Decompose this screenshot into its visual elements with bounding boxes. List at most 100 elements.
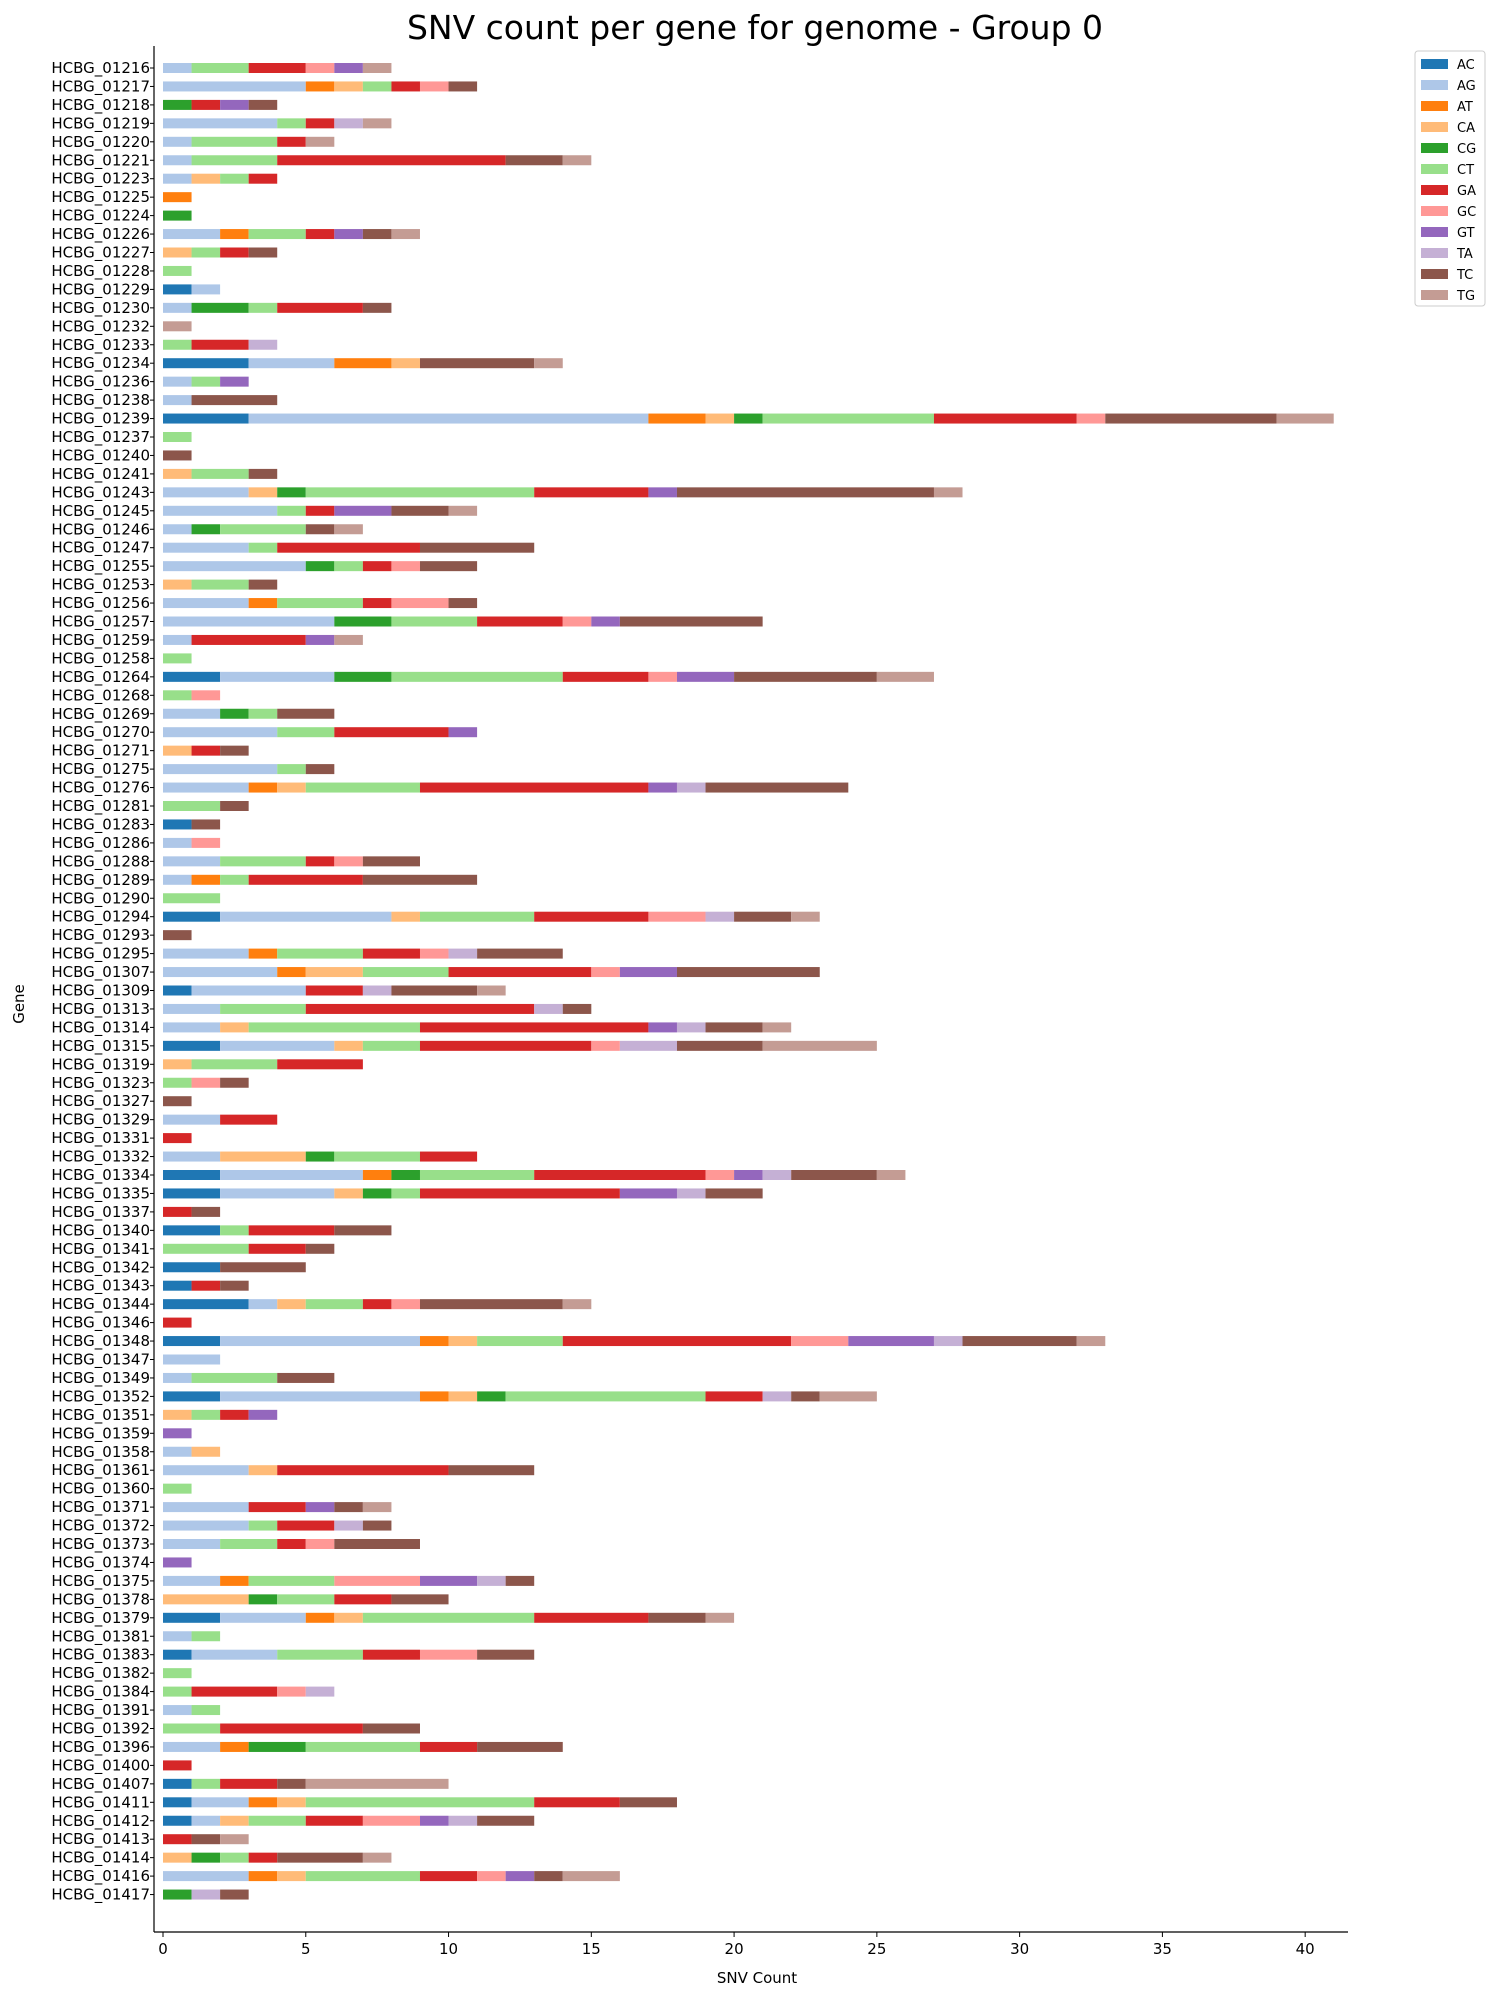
legend-swatch-tg — [1421, 290, 1448, 300]
y-tick-label: HCBG_01220 — [51, 133, 150, 152]
bar-segment-ag — [163, 302, 192, 313]
legend-label-ca: CA — [1457, 121, 1475, 136]
y-tick-label: HCBG_01361 — [51, 1461, 150, 1480]
bar-segment-tc — [391, 1594, 449, 1605]
bar-segment-ac — [163, 1336, 221, 1347]
legend-swatch-ta — [1421, 248, 1448, 258]
bar-segment-cg — [248, 1594, 278, 1605]
bar-segment-ct — [391, 616, 478, 627]
bar-segment-gc — [705, 1170, 735, 1180]
bar-segment-cg — [305, 561, 335, 572]
bar-segment-ga — [277, 1465, 449, 1476]
bar-segment-cg — [362, 1188, 392, 1199]
bar-segment-cg — [163, 1889, 192, 1900]
bar-segment-tc — [163, 1096, 192, 1107]
bar-segment-ga — [163, 1834, 192, 1845]
bar-segment-tc — [648, 1612, 706, 1623]
y-tick-label: HCBG_01309 — [51, 982, 150, 1001]
bar-segment-ac — [163, 1225, 221, 1236]
x-tick-label: 10 — [439, 1940, 458, 1958]
bar-segment-ag — [163, 948, 249, 959]
y-tick-label: HCBG_01335 — [51, 1184, 150, 1203]
bar-segment-gc — [391, 598, 449, 609]
bar-segment-tc — [505, 1575, 535, 1586]
bar-segment-ta — [676, 1188, 706, 1199]
bar-segment-tc — [362, 229, 392, 240]
bar-segment-at — [648, 413, 706, 424]
bar-segment-ct — [191, 1059, 278, 1070]
bar-segment-ag — [163, 1372, 192, 1383]
bar-segment-ga — [191, 745, 221, 756]
bar-segment-ca — [334, 81, 363, 92]
y-tick-label: HCBG_01359 — [51, 1424, 150, 1443]
bar-segment-tc — [277, 1852, 363, 1863]
bar-segment-gc — [334, 1575, 420, 1586]
y-tick-label: HCBG_01414 — [51, 1849, 150, 1868]
y-tick-label: HCBG_01233 — [51, 336, 150, 355]
bar-segment-ag — [191, 985, 306, 996]
bar-segment-ct — [305, 1871, 420, 1882]
y-tick-label: HCBG_01349 — [51, 1369, 150, 1388]
bar-segment-ag — [163, 1705, 192, 1716]
bar-segment-ag — [163, 118, 278, 129]
bar-segment-ct — [163, 265, 192, 276]
bar-segment-ct — [191, 1631, 221, 1642]
bar-segment-ga — [277, 1059, 363, 1070]
bar-segment-ac — [163, 671, 221, 682]
bar-segment-tc — [362, 1520, 392, 1531]
legend-swatch-ag — [1421, 80, 1448, 90]
bar-segment-ac — [163, 1280, 192, 1291]
bar-segment-tc — [334, 1502, 363, 1513]
bar-segment-at — [419, 1336, 449, 1347]
y-tick-label: HCBG_01234 — [51, 354, 150, 373]
x-tick-label: 15 — [582, 1940, 601, 1958]
bar-segment-tc — [220, 1077, 249, 1088]
legend-swatch-tc — [1421, 269, 1448, 279]
bar-segment-ca — [191, 1446, 221, 1457]
bar-segment-ag — [163, 1520, 249, 1531]
bar-segment-ct — [248, 1520, 278, 1531]
bar-segment-ag — [163, 598, 249, 609]
bar-segment-cg — [191, 524, 221, 535]
bar-segment-ag — [191, 1797, 249, 1808]
bar-segment-tg — [362, 1502, 392, 1513]
bar-segment-ct — [419, 911, 535, 922]
bar-segment-ga — [277, 1539, 306, 1549]
bar-segment-ga — [534, 911, 649, 922]
bar-segment-ag — [163, 1465, 249, 1476]
bar-segment-ca — [163, 579, 192, 590]
bar-segment-ag — [220, 1612, 306, 1623]
bar-segment-ag — [220, 911, 392, 922]
bar-segment-at — [334, 358, 392, 369]
bar-segment-ct — [163, 1668, 192, 1679]
bar-segment-ct — [305, 1741, 420, 1752]
bar-segment-tc — [191, 819, 221, 830]
bar-segment-tc — [734, 671, 877, 682]
bar-segment-ct — [277, 727, 335, 738]
bar-segment-ag — [163, 1539, 221, 1549]
bar-segment-tg — [562, 1871, 620, 1882]
bar-segment-cg — [334, 671, 392, 682]
y-tick-label: HCBG_01391 — [51, 1701, 150, 1720]
bar-segment-gc — [419, 81, 449, 92]
bar-segment-at — [220, 1575, 249, 1586]
bar-segment-tc — [277, 1778, 306, 1789]
bar-segment-ta — [933, 1336, 963, 1347]
bar-segment-cg — [248, 1741, 306, 1752]
bar-segment-ag — [163, 81, 306, 92]
bar-segment-ag — [163, 1502, 249, 1513]
bar-segment-gc — [419, 948, 449, 959]
bar-segment-tc — [505, 155, 563, 166]
bar-segment-gc — [277, 1686, 306, 1697]
bar-segment-ta — [619, 1040, 677, 1051]
bar-segment-ca — [305, 967, 363, 978]
bar-segment-gt — [619, 967, 677, 978]
y-tick-label: HCBG_01232 — [51, 317, 150, 336]
bar-segment-ag — [163, 561, 306, 572]
bar-segment-ga — [248, 1852, 278, 1863]
bar-segment-ca — [163, 1852, 192, 1863]
bar-segment-gt — [220, 376, 249, 387]
bar-segment-ga — [419, 782, 649, 793]
bar-segment-ga — [419, 1151, 478, 1162]
x-tick-label: 0 — [158, 1940, 168, 1958]
